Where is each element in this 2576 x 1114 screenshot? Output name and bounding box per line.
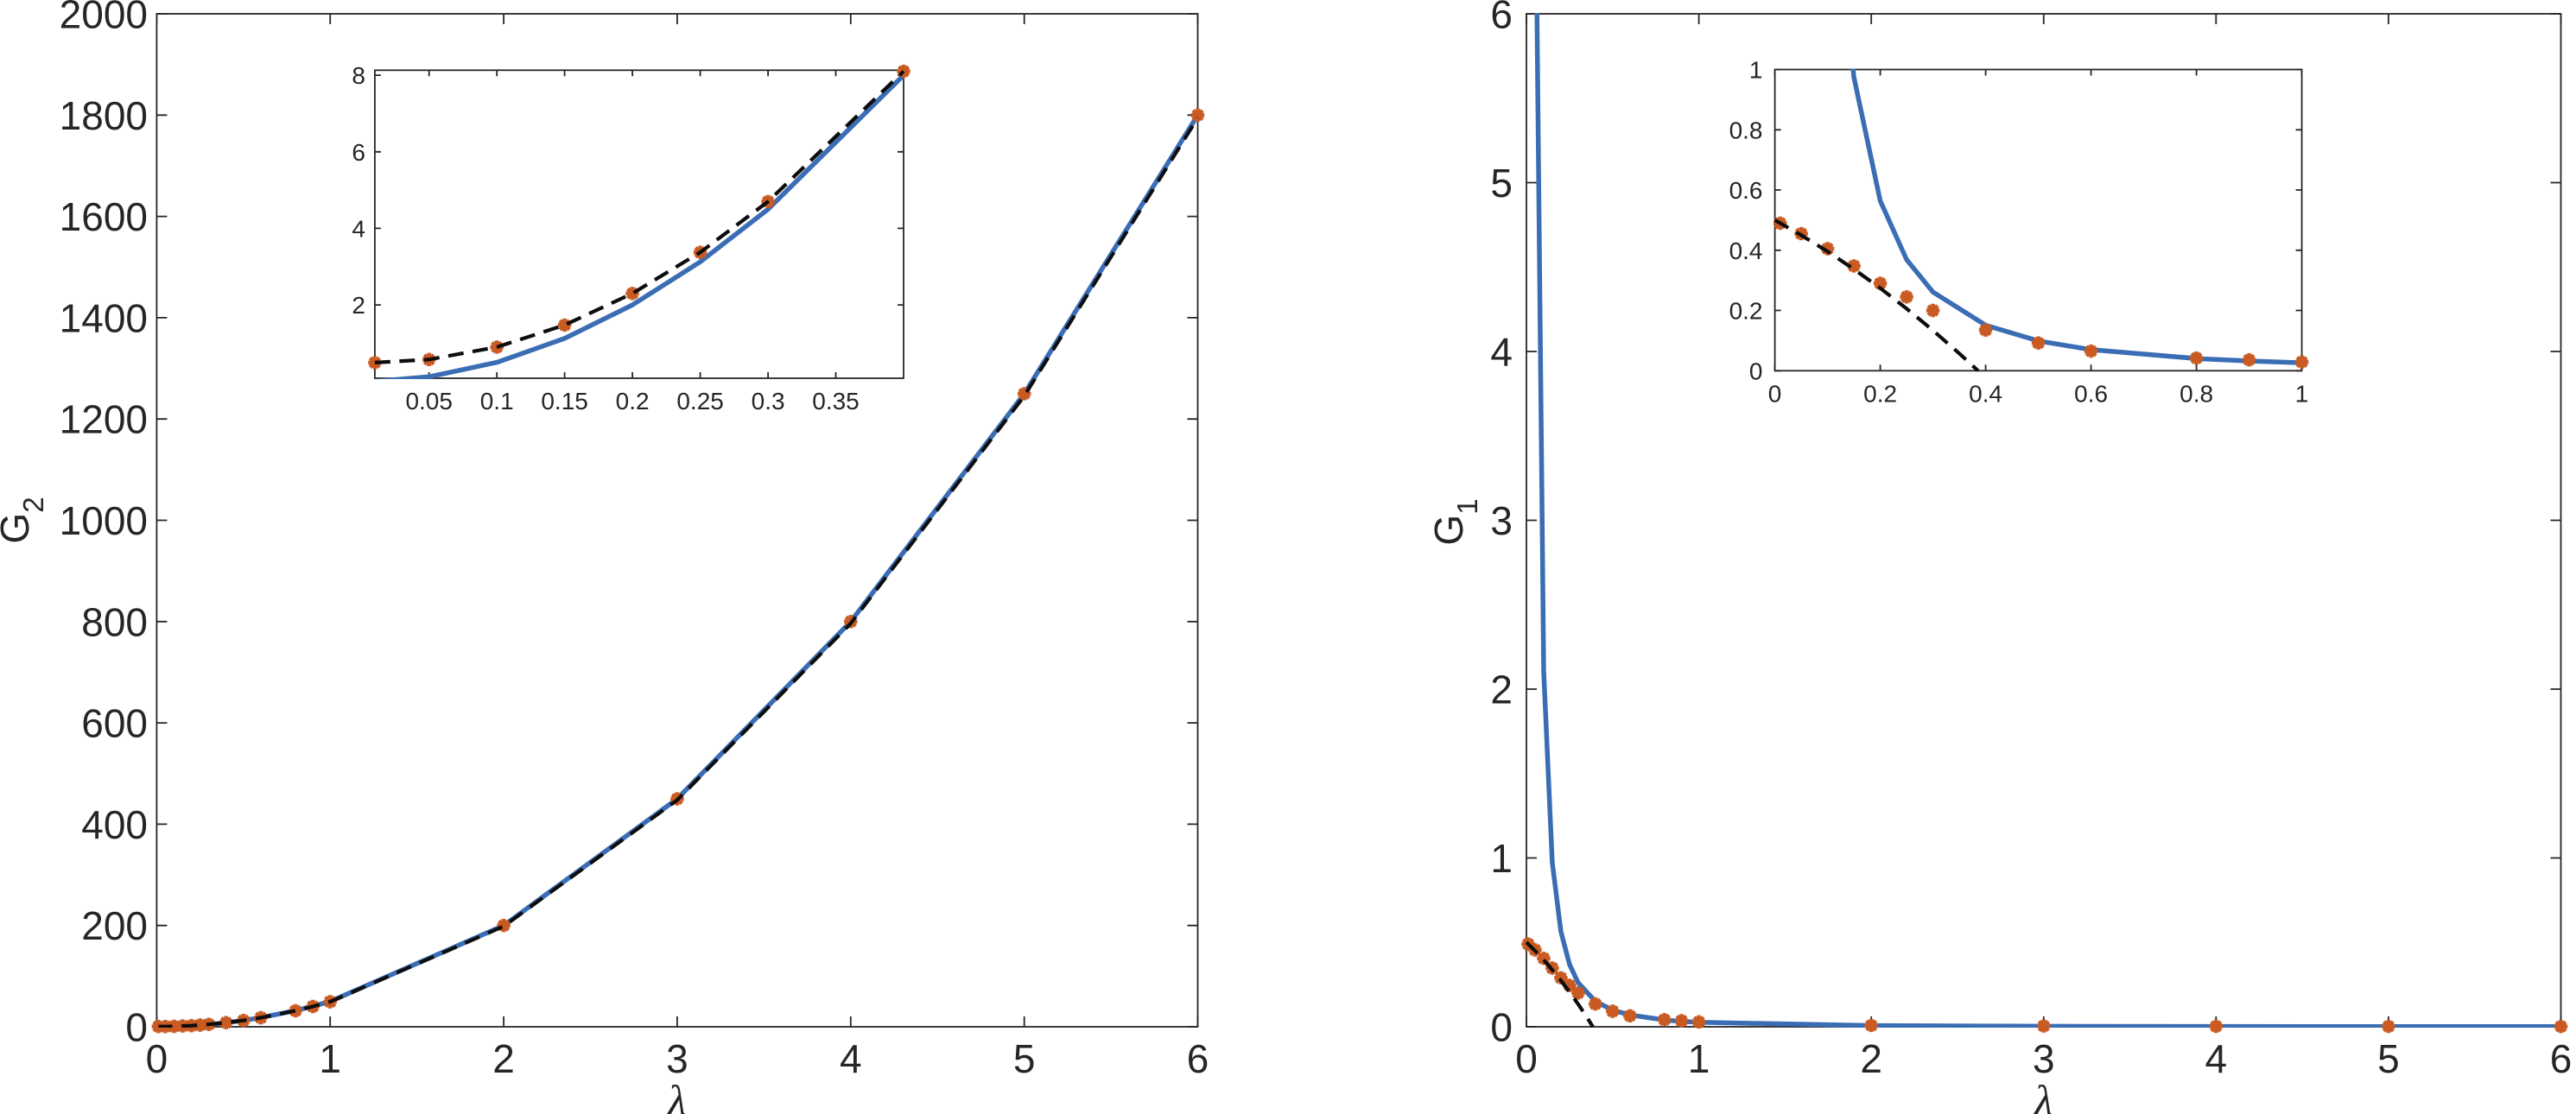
svg-text:2: 2 [1860, 1036, 1882, 1081]
svg-text:2: 2 [352, 292, 365, 319]
svg-text:0.2: 0.2 [616, 388, 650, 415]
svg-text:0: 0 [1749, 358, 1763, 384]
svg-text:6: 6 [2550, 1036, 2573, 1081]
svg-text:0: 0 [1515, 1036, 1538, 1081]
svg-text:4: 4 [1490, 330, 1513, 375]
svg-text:0.25: 0.25 [676, 388, 724, 415]
svg-text:0: 0 [1490, 1005, 1513, 1050]
svg-text:600: 600 [81, 701, 148, 746]
svg-text:5: 5 [1490, 161, 1513, 206]
svg-text:1200: 1200 [60, 397, 148, 442]
svg-text:0: 0 [146, 1036, 168, 1081]
svg-text:3: 3 [666, 1036, 688, 1081]
svg-text:8: 8 [352, 62, 365, 89]
svg-text:2: 2 [492, 1036, 515, 1081]
svg-text:1: 1 [319, 1036, 341, 1081]
svg-text:0.4: 0.4 [1969, 380, 2002, 407]
svg-text:1: 1 [1688, 1036, 1710, 1081]
svg-text:5: 5 [1013, 1036, 1036, 1081]
svg-text:4: 4 [840, 1036, 862, 1081]
svg-text:1: 1 [1490, 836, 1513, 881]
svg-text:6: 6 [1490, 0, 1513, 37]
svg-text:0.2: 0.2 [1863, 380, 1897, 407]
svg-text:6: 6 [1187, 1036, 1209, 1081]
svg-text:0.15: 0.15 [541, 388, 588, 415]
svg-text:4: 4 [2205, 1036, 2228, 1081]
svg-text:2000: 2000 [60, 0, 148, 37]
svg-text:6: 6 [352, 139, 365, 166]
svg-text:1: 1 [1749, 57, 1763, 84]
svg-text:λ: λ [2033, 1076, 2053, 1114]
svg-text:λ: λ [666, 1076, 687, 1114]
svg-text:400: 400 [81, 802, 148, 847]
svg-text:3: 3 [1490, 498, 1513, 543]
svg-text:5: 5 [2377, 1036, 2400, 1081]
svg-text:0.8: 0.8 [2179, 380, 2213, 407]
svg-text:0.8: 0.8 [1729, 117, 1763, 143]
svg-text:1600: 1600 [60, 194, 148, 239]
svg-text:0.6: 0.6 [2074, 380, 2108, 407]
svg-text:1: 1 [2295, 380, 2309, 407]
svg-text:0.4: 0.4 [1729, 237, 1763, 264]
svg-text:0.2: 0.2 [1729, 298, 1763, 325]
svg-text:0.05: 0.05 [405, 388, 453, 415]
svg-text:1400: 1400 [60, 295, 148, 340]
svg-text:0.35: 0.35 [812, 388, 860, 415]
svg-text:0.3: 0.3 [752, 388, 785, 415]
svg-text:0: 0 [125, 1005, 148, 1050]
svg-text:3: 3 [2033, 1036, 2055, 1081]
svg-text:1000: 1000 [60, 498, 148, 543]
svg-text:800: 800 [81, 599, 148, 644]
svg-text:1800: 1800 [60, 93, 148, 138]
svg-text:0.6: 0.6 [1729, 177, 1763, 204]
svg-text:4: 4 [352, 215, 365, 242]
svg-text:0: 0 [1768, 380, 1782, 407]
svg-text:2: 2 [1490, 668, 1513, 712]
svg-text:0.1: 0.1 [480, 388, 514, 415]
svg-text:200: 200 [81, 903, 148, 948]
